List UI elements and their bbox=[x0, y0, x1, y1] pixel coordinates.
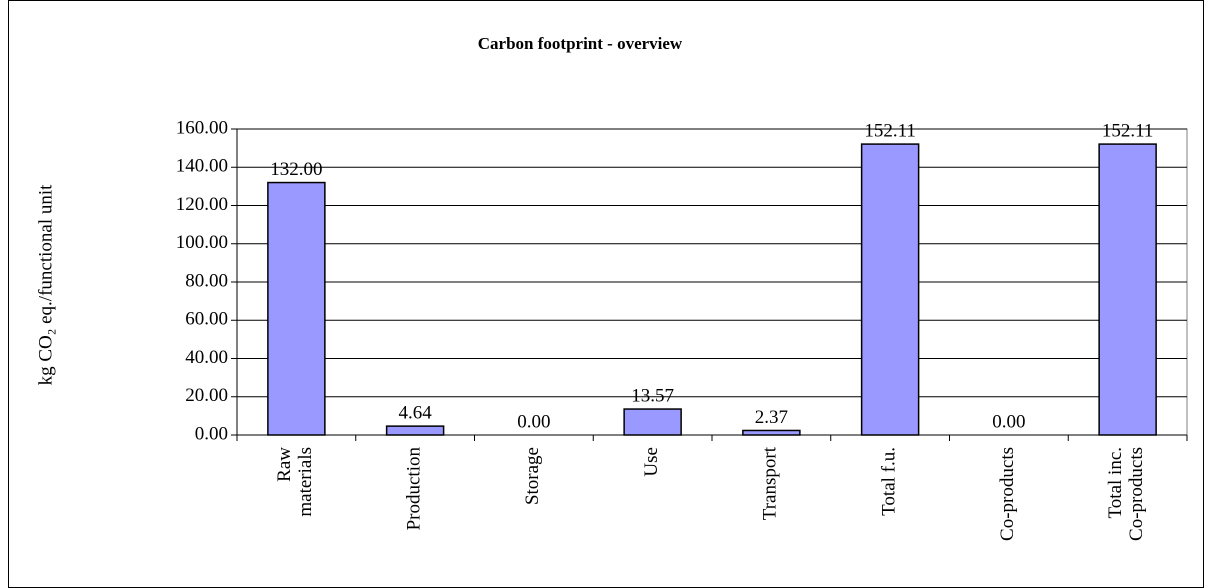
x-tick-label: Co-products bbox=[997, 447, 1018, 541]
bar bbox=[385, 425, 445, 436]
y-tick-label: 60.00 bbox=[185, 309, 228, 330]
x-tick-label: Rawmaterials bbox=[274, 447, 316, 517]
y-tick-label: 100.00 bbox=[176, 232, 228, 253]
x-tick-label: Total inc.Co-products bbox=[1106, 447, 1148, 541]
chart-title: Carbon footprint - overview bbox=[478, 34, 683, 53]
y-tick-label: 140.00 bbox=[176, 156, 228, 177]
value-label: 152.11 bbox=[864, 120, 916, 141]
y-tick-label: 80.00 bbox=[185, 270, 228, 291]
y-tick-label: 160.00 bbox=[176, 117, 228, 138]
y-tick-label: 20.00 bbox=[185, 385, 228, 406]
y-tick-label: 40.00 bbox=[185, 347, 228, 368]
value-label: 4.64 bbox=[399, 402, 433, 423]
x-tick-label: Transport bbox=[760, 446, 781, 520]
bar bbox=[267, 181, 326, 436]
value-label: 0.00 bbox=[992, 411, 1025, 432]
value-label: 13.57 bbox=[631, 385, 674, 406]
bar bbox=[742, 429, 801, 436]
x-tick-label-line: materials bbox=[295, 447, 316, 517]
x-tick-label: Production bbox=[403, 447, 424, 531]
x-tick-label-line: Co-products bbox=[1126, 447, 1147, 541]
bar bbox=[1098, 143, 1157, 436]
x-tick-label: Use bbox=[641, 447, 662, 477]
value-label: 132.00 bbox=[270, 159, 322, 180]
x-tick-label: Total f.u. bbox=[878, 447, 899, 516]
bar bbox=[860, 143, 920, 436]
bar bbox=[623, 408, 682, 436]
y-tick-label: 0.00 bbox=[195, 423, 228, 444]
chart-frame bbox=[8, 0, 1204, 588]
value-label: 0.00 bbox=[517, 411, 550, 432]
y-tick-label: 120.00 bbox=[176, 194, 228, 215]
value-label: 2.37 bbox=[755, 407, 788, 428]
x-tick-label: Storage bbox=[522, 447, 543, 505]
x-tick-label-line: Total inc. bbox=[1106, 447, 1127, 518]
y-axis-label: kg CO₂ eq./functional unit bbox=[35, 184, 56, 386]
value-label: 152.11 bbox=[1102, 120, 1154, 141]
x-tick-label-line: Raw bbox=[274, 447, 295, 482]
